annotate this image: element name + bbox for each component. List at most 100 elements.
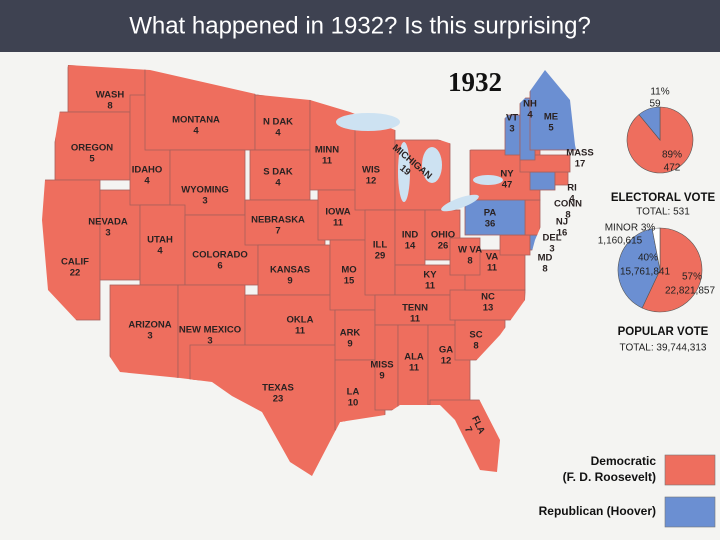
state-votes: 3 [202, 196, 207, 207]
legend-label: Republican (Hoover) [539, 504, 656, 518]
state-votes: 13 [483, 303, 494, 314]
slice-percent: 11% [650, 87, 669, 98]
state [449, 237, 481, 276]
state-label: NH4 [523, 99, 537, 121]
state [464, 197, 526, 236]
state [54, 111, 131, 181]
state [249, 149, 311, 201]
state-name: KANSAS [270, 265, 310, 276]
state-name: MD [538, 253, 553, 264]
great-lakes [336, 113, 503, 212]
chart-title: POPULAR VOTE [618, 326, 709, 338]
state-votes: 4 [275, 128, 281, 139]
state-label: SC8 [469, 330, 482, 352]
state-votes: 3 [549, 244, 554, 255]
state-votes: 8 [542, 264, 547, 275]
state-name: LA [347, 387, 360, 398]
state-votes: 14 [405, 241, 416, 252]
state-votes: 4 [144, 176, 150, 187]
state-name: OREGON [71, 143, 113, 154]
slice-votes: 15,761,841 [620, 267, 670, 278]
slide-title: What happened in 1932? Is this surprisin… [129, 12, 591, 39]
state-name: NEW MEXICO [179, 325, 241, 336]
slice-votes: 59 [649, 99, 661, 110]
state [139, 204, 186, 286]
slice-percent: 89% [662, 150, 682, 161]
state-name: NEBRASKA [251, 215, 305, 226]
state-label: VT3 [506, 113, 518, 135]
state-name: MINN [315, 145, 339, 156]
lake [473, 175, 503, 185]
pie-slice [638, 106, 661, 141]
state-votes: 29 [375, 251, 386, 262]
state [169, 149, 246, 216]
state-votes: 3 [105, 228, 110, 239]
state-name: MASS [566, 148, 593, 159]
state-name: COLORADO [192, 250, 247, 261]
slice-votes: 1,160,615 [598, 236, 643, 247]
state-name: S DAK [263, 167, 293, 178]
state-name: ALA [404, 352, 424, 363]
state-votes: 11 [410, 314, 421, 325]
state-name: ILL [373, 240, 387, 251]
state-votes: 8 [565, 210, 570, 221]
state-name: MO [341, 265, 356, 276]
legend-swatch [664, 454, 716, 486]
state-name: UTAH [147, 235, 173, 246]
state-name: CALIF [61, 257, 89, 268]
state-votes: 3 [147, 331, 152, 342]
state-votes: 3 [207, 336, 212, 347]
state-votes: 36 [485, 219, 496, 230]
state-name: RI [567, 183, 577, 194]
state-votes: 12 [366, 176, 377, 187]
state-votes: 11 [409, 363, 420, 374]
state-name: IND [402, 230, 419, 241]
state-name: NEVADA [88, 217, 128, 228]
state-name: TENN [402, 303, 428, 314]
state-label: MD8 [538, 253, 553, 275]
state-votes: 4 [157, 246, 163, 257]
state-votes: 9 [347, 339, 352, 350]
state-name: WYOMING [181, 185, 229, 196]
state-votes: 5 [89, 154, 95, 165]
chart-title: ELECTORAL VOTE [611, 192, 716, 204]
lake [422, 147, 442, 183]
state-name: N DAK [263, 117, 293, 128]
legend-swatch [664, 496, 716, 528]
state-name: CONN [554, 199, 582, 210]
legend-label: (F. D. Roosevelt) [563, 470, 656, 484]
state [524, 199, 541, 236]
state-votes: 47 [502, 180, 513, 191]
chart-total: TOTAL: 39,744,313 [620, 343, 707, 354]
state-votes: 11 [487, 263, 498, 274]
state-votes: 26 [438, 241, 449, 252]
state-name: W VA [458, 245, 482, 256]
pie-slice [651, 227, 661, 271]
legend-label: Democratic [591, 454, 657, 468]
state-votes: 15 [344, 276, 355, 287]
state-votes: 3 [509, 124, 514, 135]
